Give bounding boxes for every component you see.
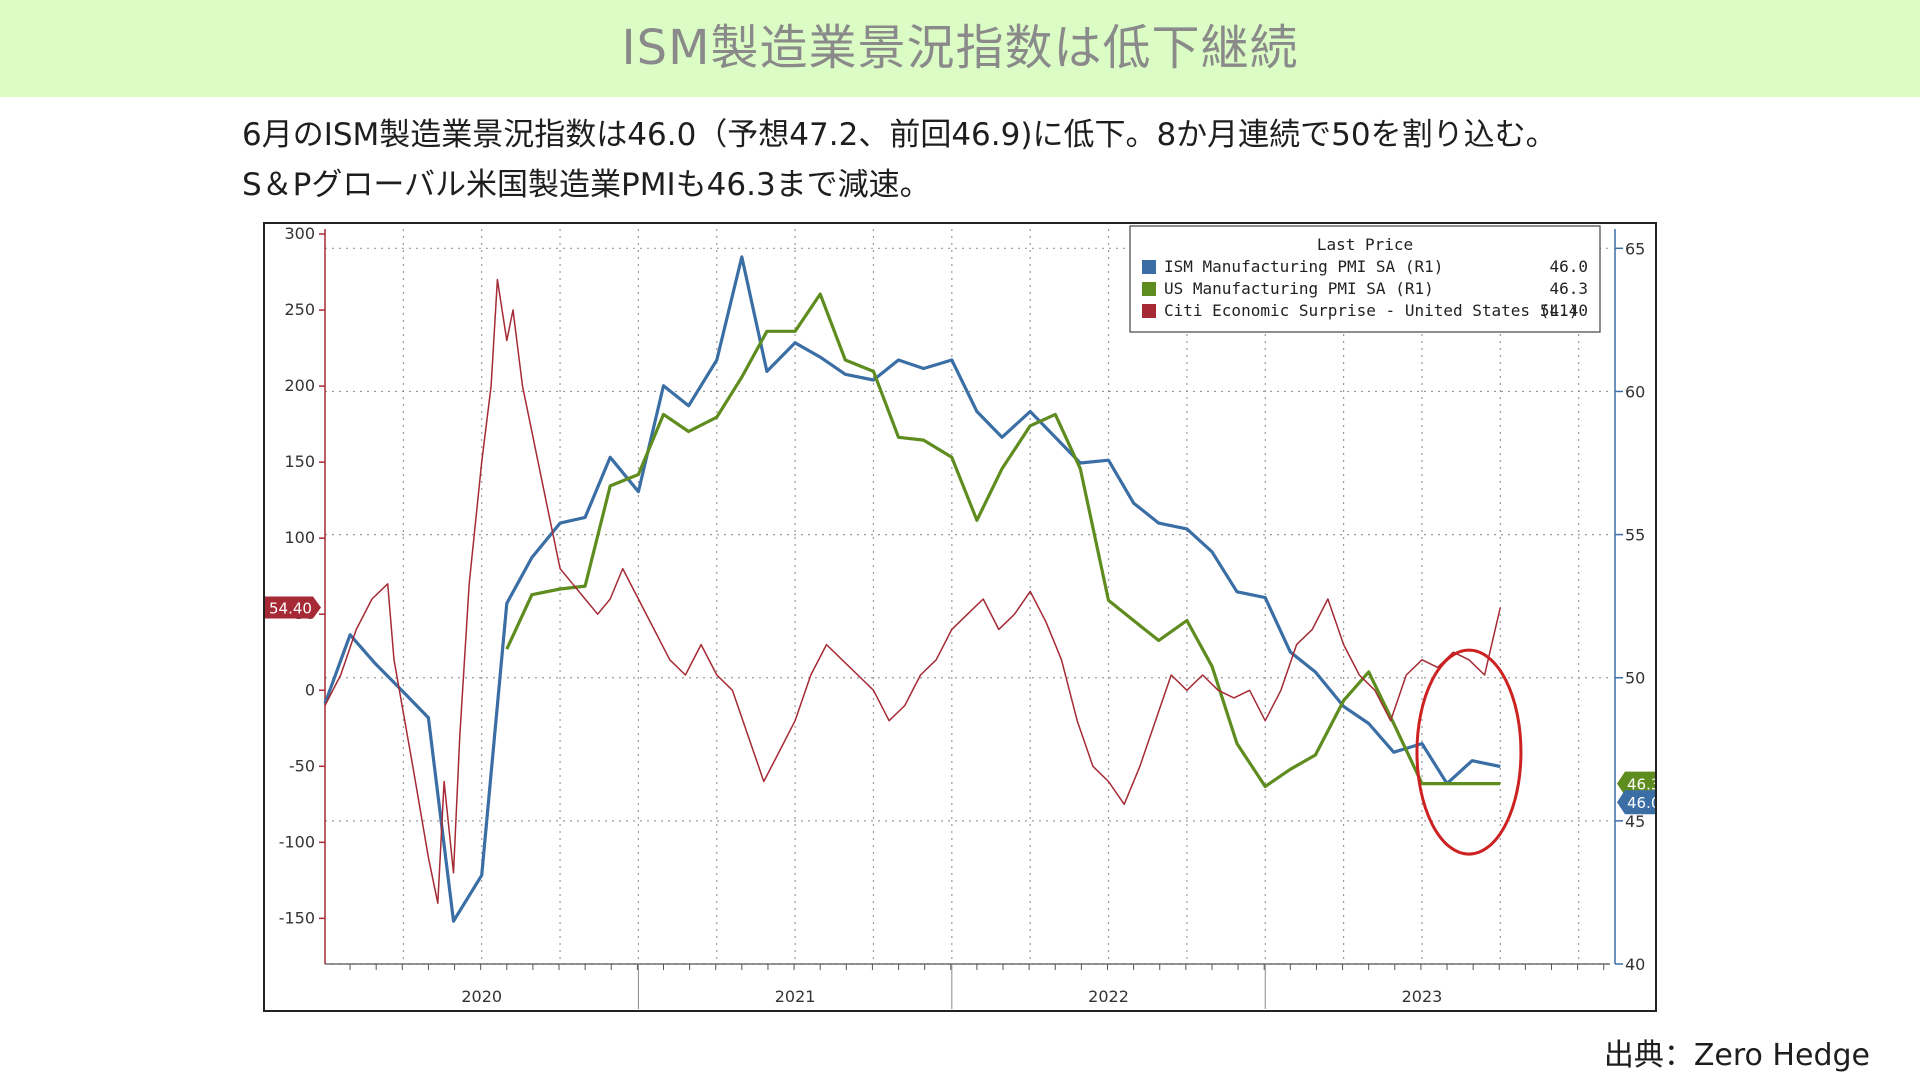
- legend-value: 46.0: [1549, 257, 1588, 276]
- description-line-2: S＆Pグローバル米国製造業PMIも46.3まで減速。: [242, 167, 931, 203]
- legend-box: [1129, 225, 1601, 333]
- left-axis-tick-label: 300: [284, 224, 315, 243]
- legend-swatch: [1142, 282, 1156, 296]
- highlight-circle: [1415, 648, 1523, 856]
- x-axis-year-label: 2022: [1088, 987, 1129, 1006]
- legend-swatch: [1142, 304, 1156, 318]
- right-axis-tick-label: 50: [1625, 669, 1645, 688]
- page-title: ISM製造業景況指数は低下継続: [621, 20, 1299, 76]
- left-axis-tick-label: -50: [289, 756, 315, 775]
- description: 6月のISM製造業景況指数は46.0（予想47.2、前回46.9)に低下。8か月…: [242, 110, 1882, 210]
- left-axis-tick-label: 200: [284, 376, 315, 395]
- left-axis-tick-label: 150: [284, 452, 315, 471]
- legend-label: ISM Manufacturing PMI SA (R1): [1164, 257, 1443, 276]
- right-axis-tick-label: 65: [1625, 239, 1645, 258]
- description-line-1: 6月のISM製造業景況指数は46.0（予想47.2、前回46.9)に低下。8か月…: [242, 117, 1557, 153]
- series-line-1: [505, 292, 1501, 789]
- legend-label: Citi Economic Surprise - United States (…: [1164, 301, 1578, 320]
- left-axis-tick-label: 100: [284, 528, 315, 547]
- series-line-0: [323, 255, 1501, 923]
- legend-value: 46.3: [1549, 279, 1588, 298]
- series-line-2: [324, 278, 1502, 904]
- x-axis-year-label: 2023: [1402, 987, 1443, 1006]
- left-axis-tick-label: 0: [305, 680, 315, 699]
- legend-label: US Manufacturing PMI SA (R1): [1164, 279, 1434, 298]
- last-price-tag-right: [1617, 771, 1655, 796]
- line-chart: 300250200150100500-50-100-15065605550454…: [265, 224, 1655, 1009]
- chart-frame: 300250200150100500-50-100-15065605550454…: [263, 222, 1657, 1012]
- left-axis-tick-label: -100: [279, 832, 315, 851]
- left-axis-tick-label: 250: [284, 300, 315, 319]
- right-axis-tick-label: 55: [1625, 526, 1645, 545]
- legend-value: 54.40: [1540, 301, 1588, 320]
- right-axis-tick-label: 40: [1625, 955, 1645, 974]
- x-axis-year-label: 2021: [775, 987, 816, 1006]
- last-price-tag-right: [1617, 790, 1655, 815]
- last-price-tag-left-label: 54.40: [269, 600, 312, 618]
- left-axis-tick-label: -150: [279, 908, 315, 927]
- right-axis-tick-label: 60: [1625, 382, 1645, 401]
- source-credit: 出典：Zero Hedge: [1603, 1038, 1870, 1073]
- right-axis-tick-label: 45: [1625, 812, 1645, 831]
- last-price-tag-left: [265, 596, 321, 619]
- x-axis-year-label: 2020: [461, 987, 502, 1006]
- title-bar: [0, 0, 1920, 97]
- last-price-tag-right-label: 46.3: [1627, 776, 1655, 794]
- last-price-tag-right-label: 46.0: [1627, 794, 1655, 812]
- legend-header: Last Price: [1317, 235, 1413, 254]
- legend-swatch: [1142, 260, 1156, 274]
